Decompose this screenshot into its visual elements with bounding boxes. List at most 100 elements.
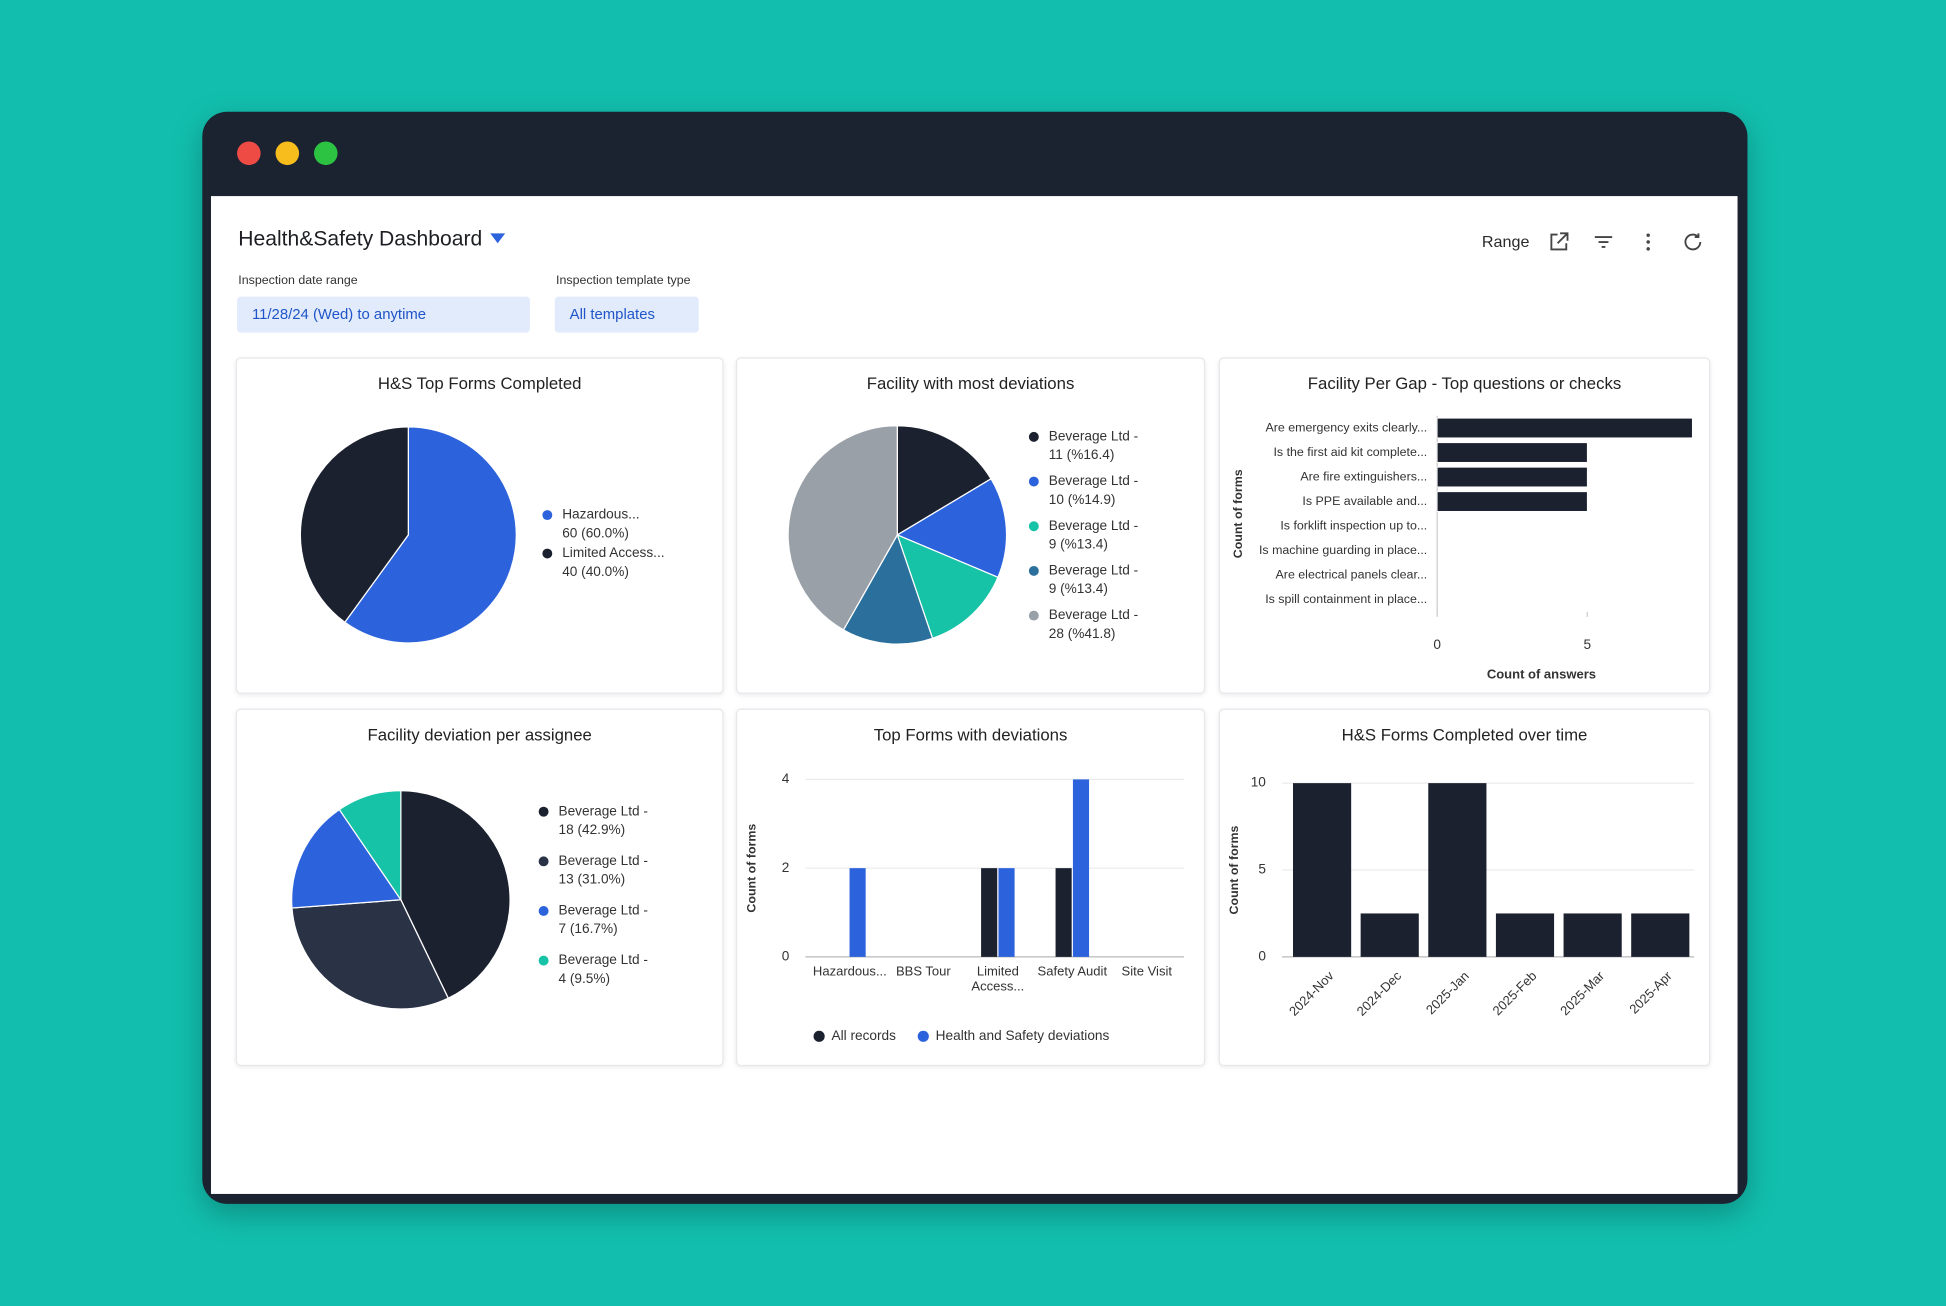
legend-value: 13 (31.0%) bbox=[558, 872, 625, 887]
x-tick-label: 2025-Jan bbox=[1423, 968, 1472, 1017]
chart: Facility Per Gap - Top questions or chec… bbox=[1231, 374, 1693, 682]
bar bbox=[1436, 491, 1588, 512]
y-tick-label: Is the first aid kit complete... bbox=[1273, 445, 1427, 459]
refresh-icon[interactable] bbox=[1682, 231, 1704, 253]
pie-slice bbox=[291, 899, 450, 1010]
legend-value: 40 (40.0%) bbox=[562, 564, 629, 579]
chart-card: H&S Top Forms Completed Hazardous... 60 (6… bbox=[235, 357, 724, 694]
legend-value: 18 (42.9%) bbox=[558, 822, 625, 837]
more-icon[interactable] bbox=[1637, 231, 1659, 253]
minimize-button[interactable] bbox=[275, 141, 300, 166]
bar bbox=[1072, 779, 1090, 957]
dropdown-arrow[interactable] bbox=[489, 233, 505, 244]
bar bbox=[1563, 913, 1622, 957]
y-tick-label: Is forklift inspection up to... bbox=[1280, 518, 1427, 532]
bar bbox=[849, 868, 866, 957]
chart-card: Facility deviation per assignee Beverage … bbox=[235, 708, 724, 1067]
legend-swatch bbox=[813, 1030, 825, 1042]
legend-label: Health and Safety deviations bbox=[936, 1028, 1110, 1043]
title-text: Health&Safety Dashboard bbox=[238, 227, 483, 251]
y-tick-label: 10 bbox=[1251, 775, 1267, 790]
chart-card: Facility with most deviations Beverage Lt… bbox=[735, 357, 1206, 694]
legend-label: Hazardous... bbox=[562, 507, 639, 522]
y-tick-label: Is spill containment in place... bbox=[1265, 592, 1427, 606]
dashboard-title[interactable]: Health&Safety Dashboard bbox=[238, 227, 505, 252]
bar bbox=[1292, 783, 1352, 957]
bar bbox=[1436, 417, 1693, 439]
legend-swatch bbox=[1028, 521, 1039, 532]
filter-label: Inspection template type bbox=[556, 274, 691, 288]
chart: Facility deviation per assignee Beverage … bbox=[291, 725, 648, 1010]
y-tick-label: 0 bbox=[782, 948, 790, 963]
x-tick-label: 2025-Feb bbox=[1489, 968, 1539, 1018]
chart-title: Facility with most deviations bbox=[867, 374, 1075, 393]
legend-value: 11 (%16.4) bbox=[1049, 447, 1115, 462]
legend-label: Beverage Ltd - bbox=[1049, 473, 1138, 488]
x-tick-label: 2024-Nov bbox=[1286, 968, 1337, 1019]
chart-title: H&S Top Forms Completed bbox=[378, 374, 582, 393]
chart-title: Facility deviation per assignee bbox=[367, 725, 591, 744]
chart-title: Facility Per Gap - Top questions or chec… bbox=[1308, 374, 1621, 393]
legend-swatch bbox=[1028, 565, 1039, 576]
pie-slice bbox=[343, 426, 517, 644]
x-tick-label: Site Visit bbox=[1121, 964, 1173, 980]
filter-icon[interactable] bbox=[1592, 231, 1614, 253]
legend-swatch bbox=[538, 806, 549, 817]
chart-title: Top Forms with deviations bbox=[874, 725, 1068, 744]
chart-card: Facility Per Gap - Top questions or chec… bbox=[1218, 357, 1711, 694]
bar bbox=[1360, 913, 1419, 957]
legend-value: 60 (60.0%) bbox=[562, 525, 629, 540]
legend-swatch bbox=[542, 548, 553, 559]
x-tick-label: 2024-Dec bbox=[1354, 968, 1405, 1019]
open-icon[interactable] bbox=[1548, 231, 1570, 253]
chart: Top Forms with deviations 0 2 4 Count of for… bbox=[744, 725, 1185, 1043]
bar bbox=[1428, 783, 1487, 957]
legend-swatch bbox=[542, 510, 553, 521]
chart: H&S Top Forms Completed Hazardous... 60 (6… bbox=[299, 374, 665, 644]
x-tick-label: BBS Tour bbox=[895, 964, 951, 980]
pie-slice bbox=[787, 425, 898, 631]
y-axis-label: Count of forms bbox=[1227, 825, 1241, 914]
x-tick-label: Hazardous... bbox=[812, 964, 887, 980]
legend-label: Beverage Ltd - bbox=[558, 952, 647, 967]
range-button[interactable]: Range bbox=[1481, 232, 1530, 251]
x-tick-label: Safety Audit bbox=[1037, 964, 1108, 980]
legend-label: Beverage Ltd - bbox=[558, 803, 647, 818]
maximize-button[interactable] bbox=[313, 141, 338, 166]
filter-label: Inspection date range bbox=[238, 274, 358, 288]
pie-slice bbox=[842, 533, 934, 645]
legend-label: All records bbox=[832, 1028, 897, 1043]
pie-slice bbox=[896, 425, 992, 537]
bar bbox=[1631, 913, 1690, 957]
legend-value: 10 (%14.9) bbox=[1049, 492, 1116, 507]
chart-title: H&S Forms Completed over time bbox=[1342, 725, 1588, 744]
y-tick-label: Are emergency exits clearly... bbox=[1265, 420, 1427, 434]
y-tick-label: 4 bbox=[782, 771, 790, 786]
legend-value: 9 (%13.4) bbox=[1049, 581, 1108, 596]
filter-value[interactable]: 11/28/24 (Wed) to anytime bbox=[237, 296, 530, 333]
pie-slice bbox=[338, 789, 402, 902]
legend-label: Beverage Ltd - bbox=[1049, 563, 1138, 578]
close-button[interactable] bbox=[237, 141, 261, 166]
legend-swatch bbox=[538, 906, 549, 916]
x-tick-label: Limited Access... bbox=[971, 964, 1025, 995]
y-tick-label: 2 bbox=[782, 860, 790, 875]
y-tick-label: Is PPE available and... bbox=[1302, 494, 1427, 508]
legend-swatch bbox=[917, 1030, 929, 1042]
chart: Facility with most deviations Beverage Lt… bbox=[787, 374, 1138, 645]
chart-card: H&S Forms Completed over time 0 5 10 2024-No… bbox=[1218, 708, 1711, 1067]
chart: H&S Forms Completed over time 0 5 10 2024-No… bbox=[1227, 725, 1695, 1019]
x-tick-label: 2025-Mar bbox=[1557, 968, 1607, 1018]
pie-slice bbox=[291, 808, 402, 909]
legend-label: Limited Access... bbox=[562, 545, 664, 560]
legend-swatch bbox=[538, 856, 549, 867]
x-tick-label: 5 bbox=[1583, 637, 1591, 652]
legend-label: Beverage Ltd - bbox=[558, 853, 647, 868]
x-tick-label: 0 bbox=[1433, 637, 1441, 652]
legend-label: Beverage Ltd - bbox=[1049, 518, 1138, 533]
filter-value[interactable]: All templates bbox=[554, 296, 699, 333]
y-axis-label: Count of forms bbox=[744, 824, 758, 913]
bar bbox=[1436, 442, 1588, 463]
